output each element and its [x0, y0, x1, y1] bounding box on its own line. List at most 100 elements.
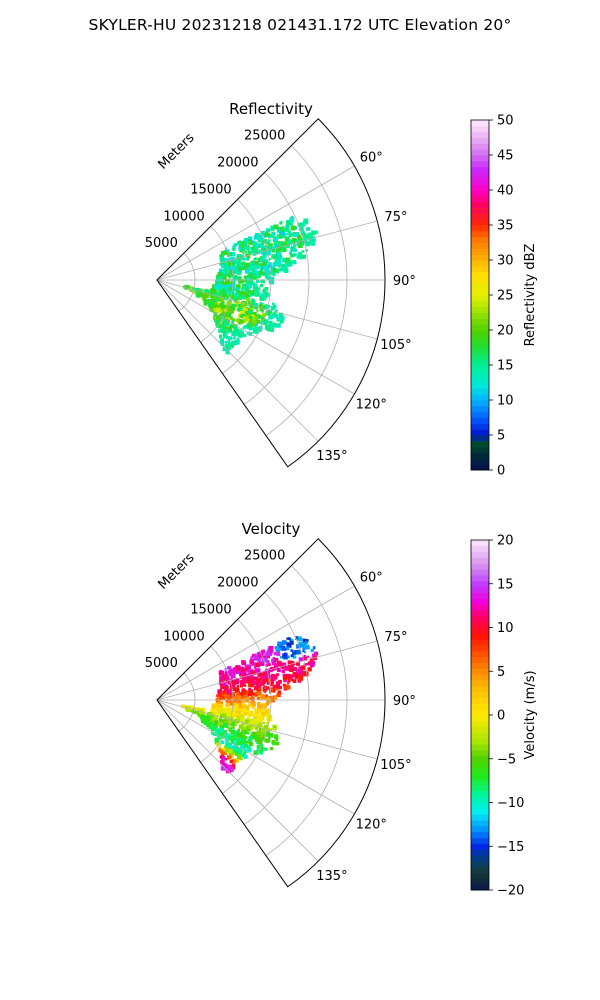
echo-pixel — [255, 721, 259, 725]
echo-pixel — [249, 271, 253, 275]
echo-pixel — [274, 253, 277, 257]
echo-pixel — [309, 238, 315, 244]
echo-pixel — [225, 671, 229, 675]
echo-pixel — [214, 284, 218, 288]
echo-pixel — [232, 244, 236, 248]
echo-pixel — [250, 718, 254, 722]
echo-pixel — [263, 239, 266, 243]
echo-pixel — [276, 234, 282, 239]
echo-pixel — [235, 735, 239, 738]
echo-pixel — [254, 653, 258, 657]
echo-pixel — [221, 734, 225, 738]
echo-pixel — [279, 319, 284, 324]
echo-pixel — [264, 298, 267, 301]
echo-pixel — [277, 690, 282, 694]
echo-pixel — [256, 730, 262, 736]
echo-pixel — [246, 716, 251, 720]
echo-pixel — [241, 319, 244, 323]
echo-pixel — [255, 714, 259, 719]
echo-pixel — [225, 766, 230, 771]
echo-pixel — [223, 258, 228, 263]
echo-pixel — [268, 676, 271, 679]
echo-pixel — [236, 747, 241, 752]
echo-pixel — [297, 222, 302, 227]
echo-pixel — [282, 640, 287, 645]
echo-pixel — [242, 252, 245, 255]
echo-pixel — [232, 727, 235, 730]
echo-pixel — [249, 324, 253, 328]
colorbar-swatch — [471, 464, 489, 471]
echo-pixel — [236, 692, 240, 696]
echo-pixel — [226, 690, 232, 695]
echo-pixel — [258, 687, 262, 691]
echo-pixel — [274, 268, 279, 274]
echo-pixel — [227, 257, 231, 261]
echo-pixel — [234, 753, 238, 756]
colorbar-swatch — [471, 306, 489, 313]
radial-tick-label: 20000 — [217, 576, 258, 591]
echo-pixel — [270, 225, 274, 229]
echo-pixel — [223, 266, 228, 271]
echo-pixel — [218, 748, 222, 753]
angular-tick-label: 75° — [384, 630, 407, 645]
colorbar-tick-label: 35 — [497, 219, 514, 234]
echo-pixel — [264, 272, 268, 276]
echo-pixel — [315, 652, 318, 655]
echo-pixel — [218, 721, 223, 726]
echo-pixel — [249, 307, 254, 312]
echo-pixel — [210, 306, 213, 310]
echo-pixel — [235, 261, 239, 264]
colorbar-swatch — [471, 598, 489, 605]
echo-pixel — [255, 668, 261, 673]
echo-pixel — [251, 731, 256, 736]
echo-pixel — [256, 702, 261, 706]
echo-pixel — [232, 707, 236, 711]
echo-pixel — [225, 739, 229, 743]
echo-pixel — [268, 728, 271, 731]
echo-pixel — [222, 317, 227, 322]
echo-pixel — [256, 696, 260, 701]
echo-pixel — [227, 313, 232, 318]
echo-pixel — [230, 740, 235, 744]
colorbar-swatch — [471, 814, 489, 821]
colorbar-swatch — [471, 347, 489, 354]
echo-pixel — [222, 690, 225, 693]
echo-pixel — [224, 758, 228, 761]
echo-pixel — [246, 293, 250, 297]
echo-pixel — [236, 684, 240, 688]
echo-pixel — [269, 718, 273, 722]
echo-pixel — [282, 675, 287, 680]
echo-pixel — [237, 728, 241, 732]
echo-pixel — [219, 676, 224, 681]
echo-pixel — [223, 272, 228, 277]
echo-pixel — [249, 328, 252, 331]
echo-pixel — [258, 236, 263, 242]
angular-tick-label: 135° — [316, 869, 347, 884]
echo-pixel — [211, 731, 215, 735]
echo-pixel — [270, 683, 273, 687]
echo-pixel — [270, 747, 274, 751]
echo-pixel — [280, 226, 285, 232]
echo-pixel — [221, 671, 225, 675]
echo-pixel — [230, 707, 234, 711]
echo-pixel — [252, 246, 257, 250]
echo-pixel — [269, 728, 273, 732]
colorbar-tick-label: 20 — [497, 534, 514, 549]
colorbar-swatch — [471, 761, 489, 768]
echo-pixel — [244, 290, 248, 294]
echo-pixel — [234, 704, 239, 709]
echo-pixel — [275, 648, 281, 653]
echo-pixel — [230, 714, 234, 718]
echo-pixel — [243, 694, 247, 698]
echo-pixel — [237, 314, 242, 318]
echo-pixel — [203, 299, 206, 303]
echo-pixel — [258, 304, 262, 308]
echo-pixel — [266, 304, 271, 309]
echo-pixel — [267, 239, 271, 242]
colorbar-swatch — [471, 575, 489, 582]
echo-pixel — [279, 655, 283, 659]
echo-pixel — [277, 667, 280, 671]
colorbar-swatch — [471, 143, 489, 150]
echo-pixel — [276, 247, 281, 252]
echo-pixel — [282, 257, 288, 263]
